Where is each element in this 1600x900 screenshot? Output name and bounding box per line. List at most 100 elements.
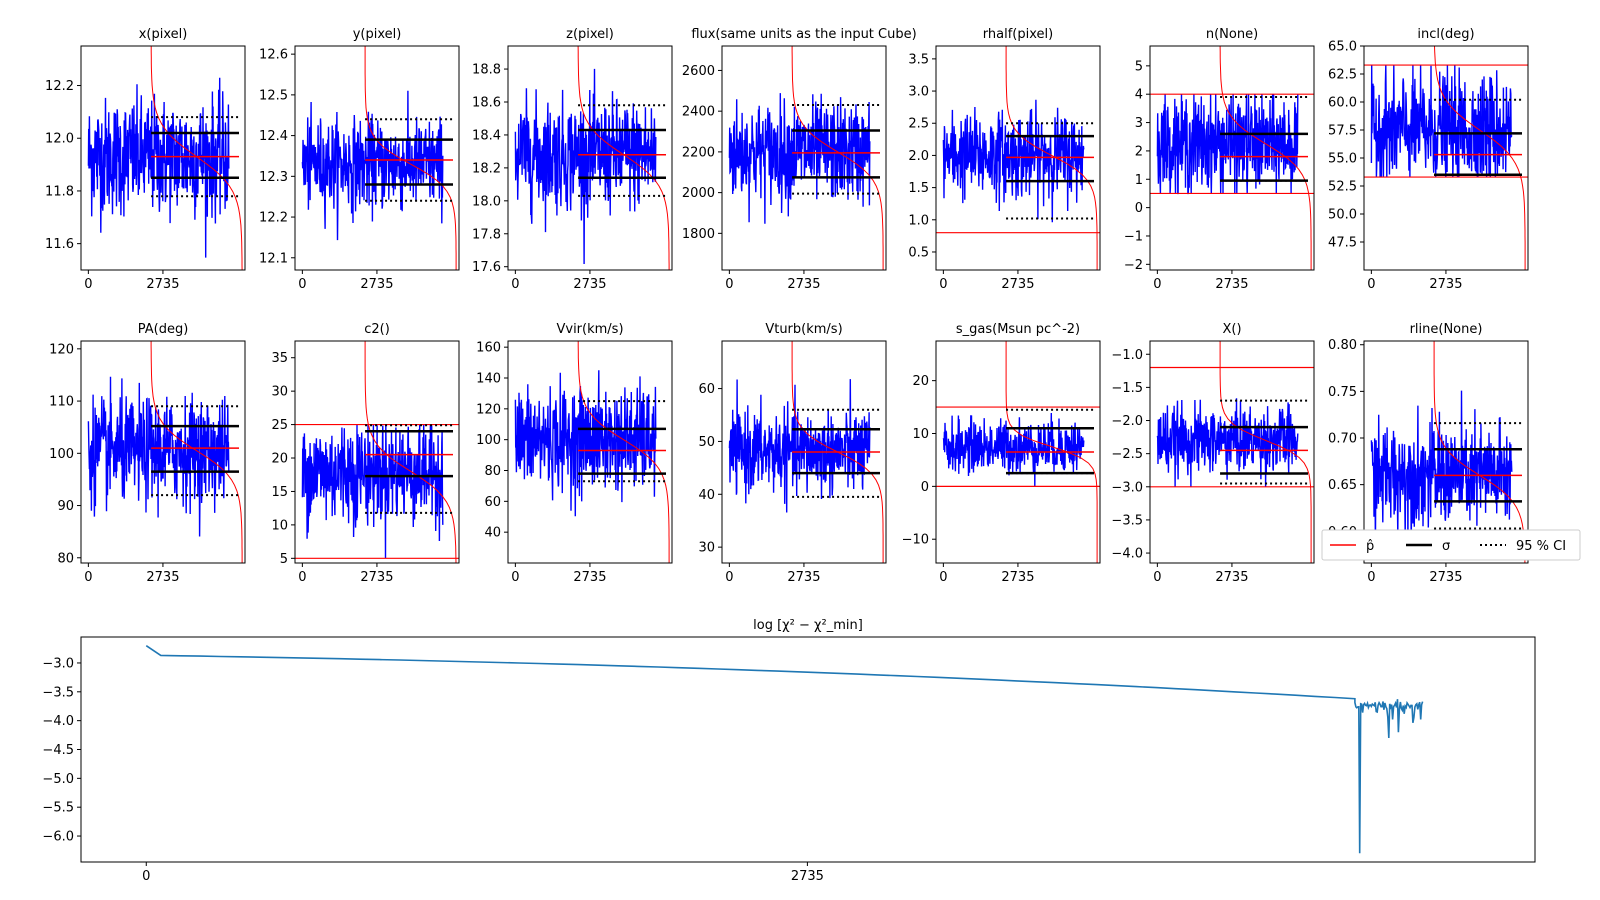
histogram-step (1433, 341, 1526, 563)
ytick-label: 0.5 (908, 245, 929, 260)
ytick-label: 0.65 (1328, 478, 1357, 493)
xtick-label: 0 (511, 570, 519, 585)
xtick-label: 0 (298, 570, 306, 585)
ytick-label: 60 (484, 495, 501, 510)
ytick-label: 90 (57, 499, 74, 514)
plot-area (301, 46, 457, 270)
ytick-label: 0 (921, 480, 929, 495)
chi-ytick-label: −3.5 (42, 685, 74, 700)
legend-best-label: p̂ (1366, 539, 1374, 554)
panel-title: rline(None) (1410, 322, 1483, 337)
chi-ytick-label: −4.0 (42, 714, 74, 729)
xtick-label: 0 (1153, 277, 1161, 292)
ytick-label: 0.70 (1328, 432, 1357, 447)
chi-xtick-label: 2735 (791, 869, 824, 884)
trace-line (942, 99, 1085, 223)
ytick-label: 60 (698, 382, 715, 397)
chi-frame (80, 636, 1536, 863)
panel-title: flux(same units as the input Cube) (691, 27, 916, 42)
plot-area (728, 341, 884, 563)
trace-line (301, 90, 444, 241)
xtick-label: 2735 (787, 277, 820, 292)
panel-11: −10 0 10 20 0 2735 s_gas(Msun pc^-2) (902, 322, 1101, 585)
ytick-label: 120 (49, 342, 74, 357)
ytick-label: 20 (271, 452, 288, 467)
trace-line (514, 370, 657, 517)
ytick-label: 100 (49, 447, 74, 462)
ytick-label: −10 (902, 533, 929, 548)
xtick-label: 2735 (1001, 570, 1034, 585)
xtick-label: 2735 (146, 570, 179, 585)
ytick-label: 18.4 (472, 128, 501, 143)
plot-area (514, 341, 670, 563)
ytick-label: 110 (49, 395, 74, 410)
histogram-step (1219, 46, 1312, 270)
ytick-label: 18.0 (472, 194, 501, 209)
panel-title: n(None) (1206, 27, 1258, 42)
trace-line (87, 77, 230, 258)
ytick-label: −2 (1124, 258, 1143, 273)
xtick-label: 2735 (1429, 570, 1462, 585)
plot-area (728, 46, 884, 270)
ytick-label: −2.0 (1111, 414, 1143, 429)
xtick-label: 2735 (573, 277, 606, 292)
ytick-label: −4.0 (1111, 547, 1143, 562)
panel-title: incl(deg) (1417, 27, 1474, 42)
panel-title: y(pixel) (353, 27, 402, 42)
legend-ci-label: 95 % CI (1516, 539, 1566, 554)
histogram-step (1434, 46, 1526, 270)
xtick-label: 2735 (1215, 570, 1248, 585)
histogram-step (150, 341, 243, 563)
ytick-label: 100 (476, 433, 501, 448)
ytick-label: 62.5 (1328, 68, 1357, 83)
ytick-label: 4 (1135, 88, 1143, 103)
panel-title: X() (1222, 322, 1241, 337)
xtick-label: 2735 (573, 570, 606, 585)
ytick-label: 65.0 (1328, 40, 1357, 55)
ytick-label: 3.5 (908, 52, 929, 67)
trace-line (1156, 398, 1299, 487)
trace-line (1156, 94, 1299, 195)
xtick-label: 2735 (787, 570, 820, 585)
trace-line (728, 93, 871, 224)
ytick-label: 47.5 (1328, 236, 1357, 251)
panel-3: 1800 2000 2200 2400 2600 0 2735 flux(same units… (682, 27, 917, 292)
histogram-step (577, 341, 670, 563)
ytick-label: 12.5 (259, 88, 288, 103)
trace-line (728, 379, 871, 513)
ytick-label: 50.0 (1328, 208, 1357, 223)
ytick-label: 140 (476, 372, 501, 387)
xtick-label: 0 (725, 277, 733, 292)
ytick-label: 15 (271, 485, 288, 500)
xtick-label: 2735 (360, 570, 393, 585)
panel-2: 17.6 17.8 18.0 18.2 18.4 18.6 18.8 0 2735 z(pixel… (472, 27, 673, 292)
xtick-label: 2735 (360, 277, 393, 292)
ytick-label: 1800 (682, 227, 715, 242)
panel-title: z(pixel) (566, 27, 614, 42)
ytick-label: 60.0 (1328, 96, 1357, 111)
ytick-label: 11.6 (45, 237, 74, 252)
trace-line (301, 424, 444, 559)
ytick-label: 2.0 (908, 149, 929, 164)
plot-area (936, 341, 1100, 563)
ytick-label: 12.6 (259, 48, 288, 63)
histogram-step (791, 46, 884, 270)
ytick-label: 1 (1135, 173, 1143, 188)
plot-area (1364, 46, 1528, 270)
ytick-label: 3 (1135, 116, 1143, 131)
chi-ytick-label: −5.5 (42, 801, 74, 816)
legend: p̂ σ 95 % CI (1321, 529, 1581, 561)
plot-area (514, 46, 670, 270)
ytick-label: 12.2 (45, 79, 74, 94)
ytick-label: 35 (271, 351, 288, 366)
xtick-label: 2735 (1215, 277, 1248, 292)
panel-title: rhalf(pixel) (983, 27, 1053, 42)
xtick-label: 2735 (1001, 277, 1034, 292)
ytick-label: 80 (484, 464, 501, 479)
ytick-label: 12.2 (259, 211, 288, 226)
ytick-label: −2.5 (1111, 447, 1143, 462)
chi-ytick-label: −4.5 (42, 743, 74, 758)
legend-sigma-label: σ (1442, 539, 1450, 554)
panel-title: x(pixel) (139, 27, 188, 42)
